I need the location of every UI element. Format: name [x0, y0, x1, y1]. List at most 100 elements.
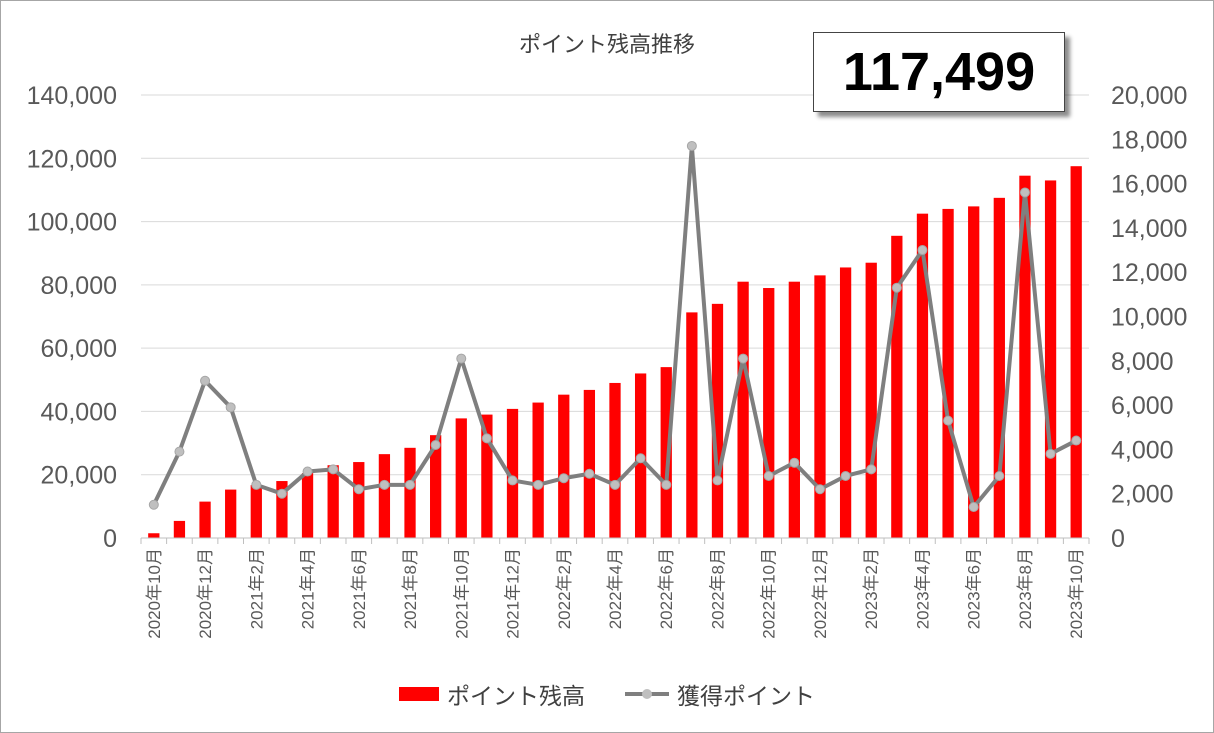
line-point	[686, 140, 697, 151]
x-tick-label: 2023年4月	[913, 548, 932, 629]
bar	[506, 408, 519, 538]
y-left-tick-label: 80,000	[41, 272, 117, 300]
line-point	[814, 484, 825, 495]
bar	[481, 414, 493, 538]
bar	[711, 303, 724, 538]
line-point	[712, 475, 723, 486]
legend: ポイント残高 獲得ポイント	[1, 677, 1213, 711]
line-point	[738, 353, 749, 364]
bar	[276, 481, 288, 538]
line-point	[200, 375, 211, 386]
line-point	[635, 453, 646, 464]
x-tick-label: 2022年6月	[657, 548, 676, 629]
y-right-tick-label: 20,000	[1111, 82, 1187, 110]
line-point	[866, 464, 877, 475]
line-point	[891, 282, 902, 293]
line-point	[1045, 448, 1056, 459]
bar	[199, 501, 211, 538]
x-tick-label: 2021年4月	[299, 548, 318, 629]
y-left-tick-label: 0	[103, 525, 117, 553]
line-point	[763, 470, 774, 481]
legend-line-swatch	[625, 687, 669, 701]
bar	[558, 394, 570, 538]
line-point	[251, 479, 262, 490]
bar	[378, 454, 391, 538]
x-tick-label: 2023年6月	[965, 548, 984, 629]
x-tick-label: 2022年8月	[708, 548, 727, 629]
line-point	[148, 499, 159, 510]
y-left-tick-label: 100,000	[27, 209, 117, 237]
y-left-tick-label: 20,000	[41, 462, 117, 490]
bar	[968, 206, 980, 538]
x-tick-label: 2020年12月	[196, 548, 215, 639]
bar	[660, 367, 672, 538]
line-point	[943, 415, 954, 426]
x-tick-label: 2020年10月	[145, 548, 164, 639]
y-left-tick-label: 120,000	[27, 145, 117, 173]
y-right-tick-label: 8,000	[1111, 348, 1174, 376]
bar	[148, 533, 160, 538]
bar	[609, 382, 621, 538]
x-tick-label: 2022年4月	[606, 548, 625, 629]
line-point	[661, 479, 672, 490]
y-left-tick-label: 140,000	[27, 82, 117, 110]
bar	[891, 235, 903, 538]
x-tick-label: 2021年6月	[350, 548, 369, 629]
y-right-tick-label: 12,000	[1111, 259, 1187, 287]
bar	[916, 213, 929, 539]
bar	[455, 418, 467, 538]
bar	[353, 462, 365, 538]
line-point	[1071, 435, 1082, 446]
bar	[1044, 180, 1057, 538]
bar	[1070, 166, 1082, 539]
line-point	[328, 464, 339, 475]
bar	[404, 447, 416, 538]
bar	[430, 435, 442, 538]
line-point	[610, 479, 620, 490]
bar	[301, 473, 314, 538]
x-tick-label: 2022年2月	[555, 548, 574, 629]
bar	[814, 275, 826, 538]
legend-bar-swatch	[399, 687, 439, 701]
bar	[250, 485, 262, 538]
x-tick-label: 2021年8月	[401, 548, 420, 629]
x-tick-label: 2023年10月	[1067, 548, 1086, 639]
line-point	[558, 473, 569, 484]
y-right-tick-label: 2,000	[1111, 481, 1174, 509]
bar	[225, 489, 237, 538]
y-right-tick-label: 4,000	[1111, 436, 1174, 464]
line-point	[225, 402, 236, 413]
x-tick-label: 2023年2月	[862, 548, 881, 629]
bar	[737, 281, 749, 538]
x-tick-label: 2023年8月	[1016, 548, 1035, 629]
x-tick-label: 2021年12月	[504, 548, 523, 639]
line-point	[840, 470, 851, 481]
line-point	[533, 479, 544, 490]
y-right-tick-label: 6,000	[1111, 392, 1174, 420]
line-point	[174, 446, 185, 457]
line-point	[507, 475, 518, 486]
line-point	[789, 457, 800, 468]
line-point	[430, 439, 441, 450]
total-points-box: 117,499	[813, 32, 1065, 112]
legend-item-earned[interactable]: 獲得ポイント	[625, 677, 815, 711]
y-right-tick-label: 10,000	[1111, 304, 1187, 332]
y-right-tick-label: 18,000	[1111, 126, 1187, 154]
x-tick-label: 2021年2月	[247, 548, 266, 629]
bar	[942, 208, 954, 538]
bar	[865, 262, 877, 538]
y-left-tick-label: 60,000	[41, 335, 117, 363]
line-point	[302, 466, 313, 477]
line-point	[1019, 187, 1030, 198]
line-point	[379, 479, 390, 490]
line-point	[276, 488, 287, 499]
chart-title: ポイント残高推移	[518, 33, 695, 58]
line-point	[917, 245, 928, 256]
bar	[839, 267, 852, 538]
line-point	[584, 468, 595, 479]
x-tick-label: 2022年10月	[760, 548, 779, 639]
line-point	[994, 470, 1005, 481]
bar	[1019, 175, 1031, 539]
legend-item-balance[interactable]: ポイント残高	[399, 677, 585, 711]
